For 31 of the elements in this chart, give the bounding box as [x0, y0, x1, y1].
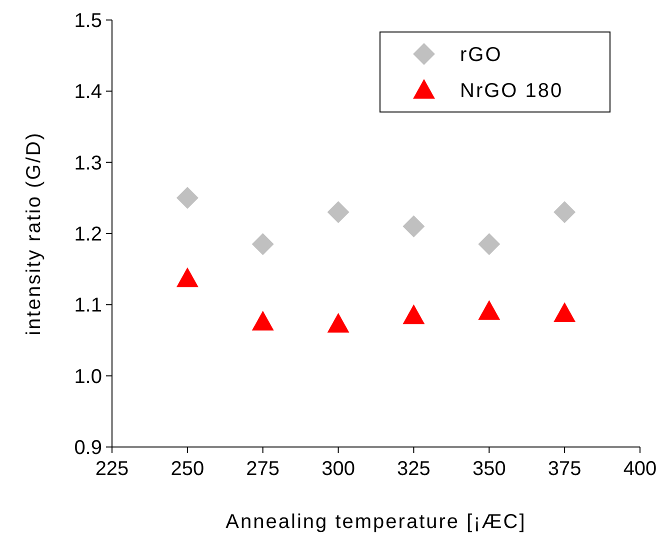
x-tick-label: 250: [170, 458, 204, 480]
y-tick-label: 1.4: [74, 81, 102, 104]
point: [554, 302, 576, 322]
point: [327, 201, 350, 224]
x-tick-label: 375: [548, 458, 582, 480]
y-tick-label: 1.0: [74, 366, 102, 388]
x-tick-label: 300: [322, 458, 355, 480]
y-tick-label: 1.2: [74, 224, 102, 246]
x-tick-label: 325: [397, 458, 430, 480]
point: [554, 201, 576, 224]
x-tick-label: 225: [95, 458, 129, 480]
point: [176, 267, 198, 288]
y-tick-label: 1.1: [74, 294, 102, 317]
x-tick-label: 400: [623, 458, 657, 480]
legend-label: NrGO 180: [460, 80, 564, 102]
point: [478, 233, 500, 256]
point: [402, 215, 425, 238]
point: [252, 233, 274, 256]
point: [176, 186, 198, 209]
x-axis-title: Annealing temperature [¡ÆC]: [226, 511, 526, 533]
legend-label: rGO: [460, 44, 502, 66]
point: [402, 304, 425, 324]
point: [252, 310, 274, 331]
point: [327, 312, 350, 333]
x-tick-label: 275: [246, 458, 280, 480]
y-axis-title: intensity ratio (G/D): [23, 132, 45, 336]
y-tick-label: 0.9: [74, 437, 102, 459]
y-tick-label: 1.5: [74, 10, 102, 32]
point: [478, 300, 500, 320]
y-tick-label: 1.3: [74, 152, 102, 174]
x-tick-label: 350: [472, 458, 506, 480]
